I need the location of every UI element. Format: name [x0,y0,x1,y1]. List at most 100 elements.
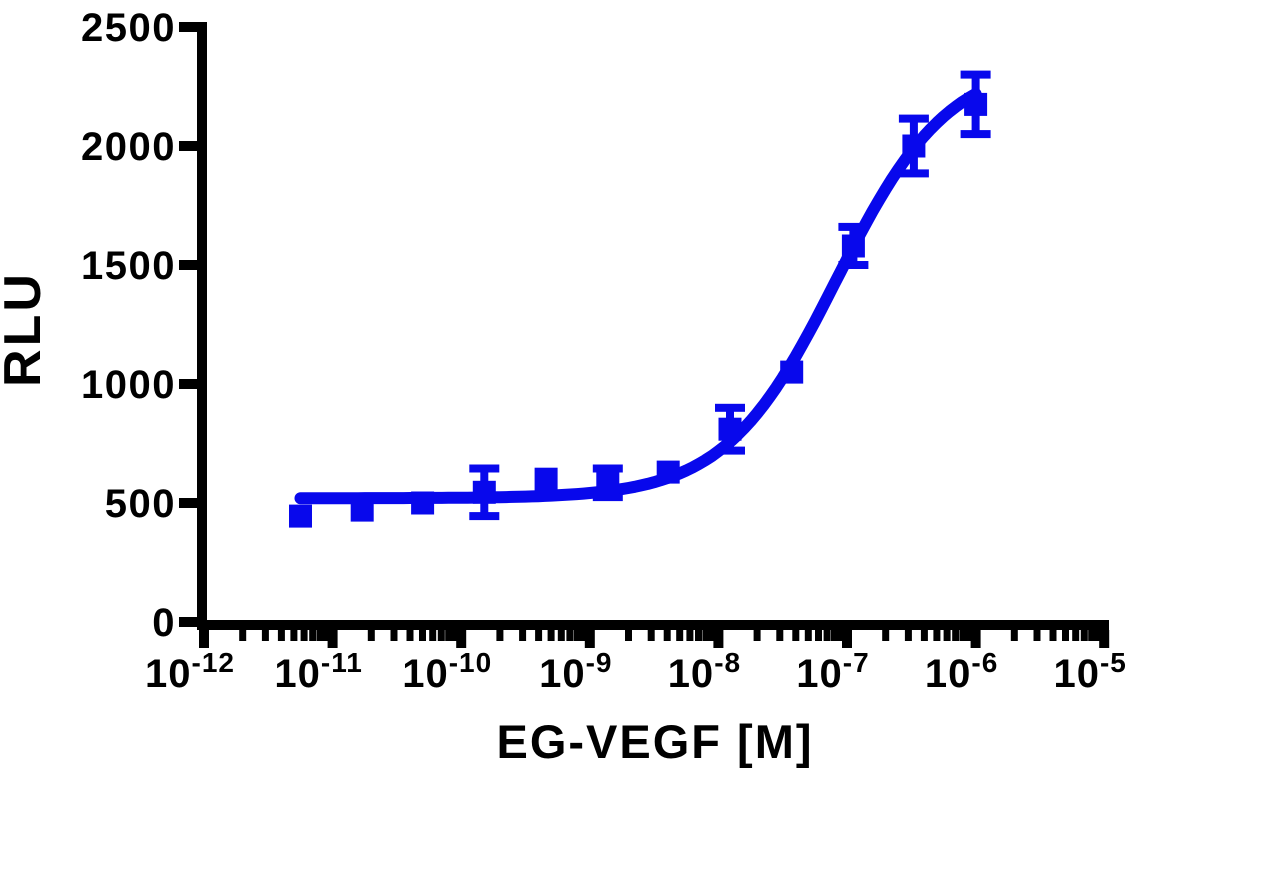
x-minor-tick [580,630,588,641]
data-point-marker [472,480,496,504]
data-point-marker [902,134,926,158]
x-minor-tick [676,630,684,641]
x-minor-tick [686,630,694,641]
x-minor-tick [496,630,504,641]
x-minor-tick [445,630,453,641]
error-bar-cap-bottom [838,261,869,269]
x-minor-tick [804,630,812,641]
x-minor-tick [709,630,716,641]
x-minor-tick [316,630,324,641]
x-tick-label: 10-9 [539,647,612,696]
x-minor-tick [920,630,928,641]
y-tick-label: 500 [105,482,176,526]
x-minor-tick [663,630,671,641]
y-tick [179,498,197,508]
y-tick [179,141,197,151]
x-major-tick [1099,630,1110,648]
error-bar-cap-bottom [960,130,991,139]
x-tick-label: 10-6 [925,647,998,696]
x-minor-tick [451,630,459,641]
x-minor-tick [753,630,761,641]
x-major-tick [713,630,724,648]
data-point-marker [411,491,435,515]
x-tick-exponent: -10 [449,647,492,678]
x-minor-tick [429,630,437,641]
x-minor-tick [702,630,710,641]
error-bar-cap-bottom [715,446,745,455]
x-axis-line [197,620,1109,630]
x-minor-tick [290,630,298,641]
error-bar-cap-bottom [898,169,929,178]
x-tick-exponent: -5 [1100,647,1127,678]
x-major-tick [584,630,595,648]
x-minor-tick [1033,630,1041,641]
x-minor-tick [300,630,308,641]
x-minor-tick [239,630,247,641]
x-tick-exponent: -12 [192,647,235,678]
x-major-tick [970,630,981,648]
y-tick-label: 1500 [81,244,176,288]
x-minor-tick [943,630,951,641]
x-minor-tick [1094,630,1102,641]
x-minor-tick [419,630,426,641]
x-minor-tick [776,630,784,641]
x-tick-exponent: -11 [321,647,363,678]
x-minor-tick [277,630,285,641]
y-tick [179,22,197,32]
x-major-tick [199,630,209,648]
x-minor-tick [625,630,632,641]
fit-curve [294,87,982,505]
x-minor-tick [390,630,398,641]
error-bar-cap-top [715,403,745,412]
x-minor-tick [959,630,967,641]
x-axis-title: EG-VEGF [M] [496,715,814,768]
data-point-marker [596,471,620,495]
data-point-marker [534,467,558,491]
error-bar-cap-top [898,114,929,123]
x-minor-tick [323,630,331,641]
x-minor-tick [573,630,581,641]
x-minor-tick [566,630,574,641]
data-point-marker [964,92,988,116]
error-bar-cap-bottom [469,512,500,521]
y-tick [179,379,197,389]
x-minor-tick [695,630,702,641]
x-minor-tick [831,630,838,641]
y-tick-label: 2500 [81,6,176,50]
x-minor-tick [261,630,269,641]
x-tick-label: 10-8 [668,647,741,696]
x-minor-tick [309,630,317,641]
x-minor-tick [535,630,543,641]
x-minor-tick [882,630,890,641]
error-bar-cap-top [469,464,500,473]
x-minor-tick [437,630,445,641]
data-point-marker [289,504,312,528]
x-minor-tick [547,630,555,641]
x-tick-label: 10-5 [1053,647,1126,696]
x-tick-exponent: -6 [971,647,998,678]
x-tick-exponent: -7 [843,647,870,678]
x-minor-tick [1072,630,1080,641]
error-bar-cap-top [960,70,991,79]
x-minor-tick [1010,630,1018,641]
x-minor-tick [904,630,912,641]
data-point-marker [780,360,804,384]
x-tick-label: 10-7 [796,647,869,696]
x-minor-tick [815,630,822,641]
x-minor-tick [966,630,974,641]
x-minor-tick [519,630,527,641]
x-minor-tick [367,630,375,641]
x-minor-tick [1080,630,1088,641]
data-point-marker [350,498,374,522]
y-tick-label: 1000 [81,363,176,407]
x-minor-tick [1062,630,1069,641]
x-minor-tick [952,630,960,641]
x-minor-tick [1088,630,1096,641]
x-major-tick [327,630,338,648]
x-major-tick [842,630,852,648]
x-minor-tick [823,630,831,641]
y-tick [179,260,197,270]
y-tick-label: 0 [152,601,176,645]
x-minor-tick [837,630,845,641]
